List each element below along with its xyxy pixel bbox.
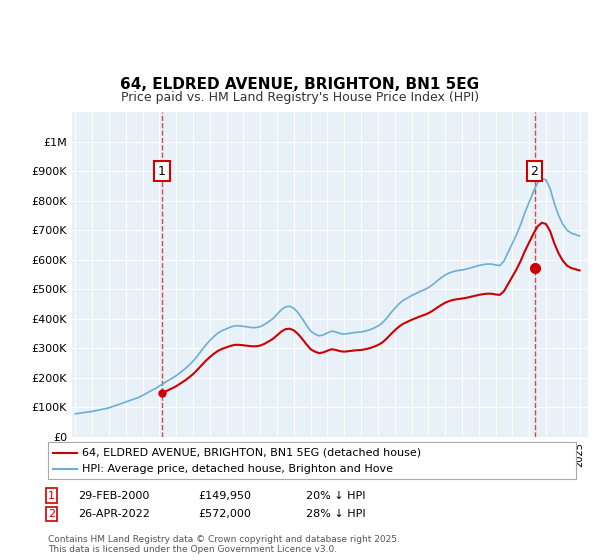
Text: 1: 1 (48, 491, 55, 501)
Text: HPI: Average price, detached house, Brighton and Hove: HPI: Average price, detached house, Brig… (82, 464, 394, 474)
Text: 20% ↓ HPI: 20% ↓ HPI (306, 491, 365, 501)
Text: 64, ELDRED AVENUE, BRIGHTON, BN1 5EG (detached house): 64, ELDRED AVENUE, BRIGHTON, BN1 5EG (de… (82, 447, 421, 458)
Text: Contains HM Land Registry data © Crown copyright and database right 2025.
This d: Contains HM Land Registry data © Crown c… (48, 535, 400, 554)
Text: 29-FEB-2000: 29-FEB-2000 (78, 491, 149, 501)
Text: 2: 2 (530, 165, 538, 178)
Text: 26-APR-2022: 26-APR-2022 (78, 509, 150, 519)
Text: 2: 2 (48, 509, 55, 519)
Text: £572,000: £572,000 (198, 509, 251, 519)
Text: £149,950: £149,950 (198, 491, 251, 501)
Text: 64, ELDRED AVENUE, BRIGHTON, BN1 5EG: 64, ELDRED AVENUE, BRIGHTON, BN1 5EG (121, 77, 479, 92)
Text: 1: 1 (158, 165, 166, 178)
Text: Price paid vs. HM Land Registry's House Price Index (HPI): Price paid vs. HM Land Registry's House … (121, 91, 479, 104)
Text: 28% ↓ HPI: 28% ↓ HPI (306, 509, 365, 519)
